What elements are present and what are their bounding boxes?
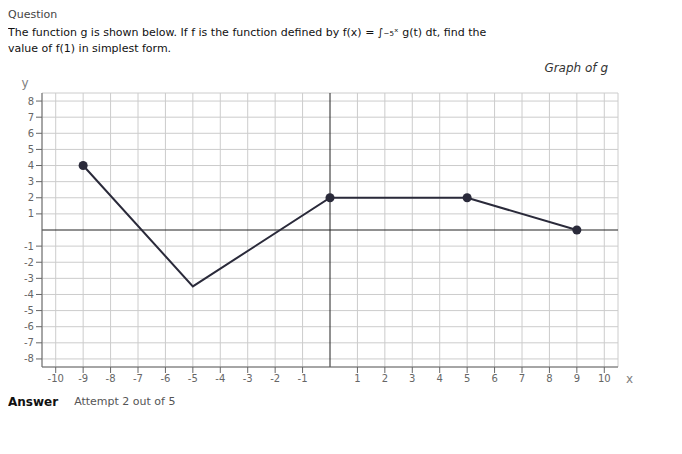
svg-text:1: 1 <box>28 208 34 219</box>
svg-text:-10: -10 <box>48 373 64 384</box>
svg-text:-2: -2 <box>270 373 280 384</box>
svg-text:-5: -5 <box>24 305 34 316</box>
svg-text:6: 6 <box>28 128 34 139</box>
svg-text:-4: -4 <box>215 373 225 384</box>
svg-text:-2: -2 <box>24 257 34 268</box>
html-text:The function g is shown below.: The function g is shown below. If f is t… <box>8 26 487 39</box>
svg-text:8: 8 <box>28 96 34 107</box>
svg-text:x: x <box>626 372 633 386</box>
svg-text:y: y <box>21 76 28 90</box>
svg-text:-1: -1 <box>24 241 34 252</box>
svg-text:-7: -7 <box>24 337 34 348</box>
svg-text:4: 4 <box>437 373 443 384</box>
svg-text:5: 5 <box>28 144 34 155</box>
html-text:Answer: Answer <box>8 395 59 409</box>
svg-text:1: 1 <box>354 373 360 384</box>
svg-text:5: 5 <box>464 373 470 384</box>
svg-text:6: 6 <box>491 373 497 384</box>
html-text:Graph of g: Graph of g <box>544 61 608 75</box>
svg-text:8: 8 <box>546 373 552 384</box>
svg-text:-5: -5 <box>188 373 198 384</box>
svg-text:10: 10 <box>598 373 611 384</box>
svg-text:-3: -3 <box>24 273 34 284</box>
svg-text:-8: -8 <box>24 353 34 364</box>
html-text:Attempt 2 out of 5: Attempt 2 out of 5 <box>74 395 176 408</box>
svg-text:2: 2 <box>28 192 34 203</box>
svg-text:-8: -8 <box>106 373 116 384</box>
html-text:value of f(1) in simplest form: value of f(1) in simplest form. <box>8 42 172 55</box>
svg-text:-6: -6 <box>160 373 170 384</box>
svg-text:-7: -7 <box>133 373 143 384</box>
svg-text:-3: -3 <box>243 373 253 384</box>
html-text:Question: Question <box>8 8 58 21</box>
svg-text:7: 7 <box>28 112 34 123</box>
svg-text:-1: -1 <box>298 373 308 384</box>
svg-text:4: 4 <box>28 160 34 171</box>
svg-text:-6: -6 <box>24 321 34 332</box>
svg-text:3: 3 <box>28 176 34 187</box>
svg-text:7: 7 <box>519 373 525 384</box>
svg-text:3: 3 <box>409 373 415 384</box>
svg-text:2: 2 <box>382 373 388 384</box>
svg-text:-4: -4 <box>24 289 34 300</box>
svg-text:-9: -9 <box>78 373 88 384</box>
svg-text:9: 9 <box>574 373 580 384</box>
